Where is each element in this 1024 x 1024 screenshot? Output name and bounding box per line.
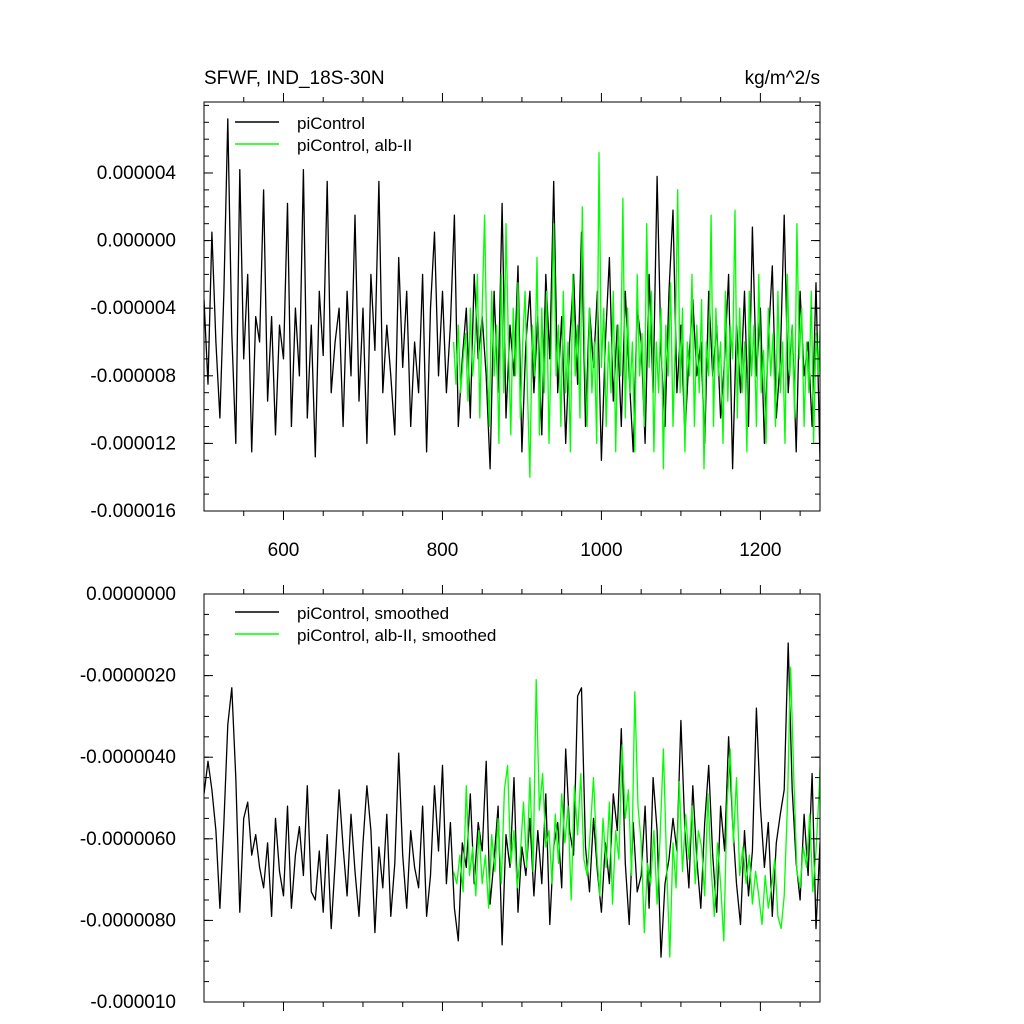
series-line-picontrol	[204, 118, 820, 470]
y-tick-label: -0.000016	[90, 501, 176, 522]
y-tick-label: -0.000004	[90, 298, 176, 319]
units-label: kg/m^2/s	[745, 68, 820, 89]
y-tick-label: -0.0000080	[80, 910, 176, 931]
chart-title: SFWF, IND_18S-30N	[204, 68, 385, 89]
legend-label-alb: piControl, alb-II	[297, 136, 412, 155]
y-tick-label: 0.000000	[97, 231, 176, 252]
x-tick-label: 1000	[580, 540, 622, 561]
top-series-group	[204, 118, 820, 478]
y-tick-label: -0.000010	[90, 992, 176, 1013]
top-axes: 0.000004 0.000000 -0.000004 -0.000008 -0.000…	[90, 93, 821, 561]
y-tick-label: -0.000008	[90, 366, 176, 387]
x-tick-label: 800	[427, 540, 459, 561]
legend-label-picontrol-smoothed: piControl, smoothed	[297, 604, 449, 623]
top-legend: piControl piControl, alb-II	[235, 114, 412, 155]
x-tick-label: 1200	[739, 540, 781, 561]
y-tick-label: -0.000012	[90, 433, 176, 454]
y-tick-label: -0.0000020	[80, 666, 176, 687]
bottom-series-group	[204, 642, 820, 958]
legend-label-alb-smoothed: piControl, alb-II, smoothed	[297, 626, 496, 645]
bottom-panel: 0.0000000 -0.0000020 -0.0000040 -0.0000060 -…	[80, 584, 821, 1013]
series-line-alb-ii-smoothed	[452, 666, 820, 958]
bottom-legend: piControl, smoothed piControl, alb-II, s…	[235, 604, 496, 645]
top-panel: SFWF, IND_18S-30N kg/m^2/s 0.0000040.000…	[90, 68, 821, 561]
series-line-picontrol-smoothed	[204, 642, 820, 958]
series-line-alb-ii	[452, 152, 820, 478]
y-tick-label: 0.0000000	[86, 584, 176, 605]
y-tick-label: -0.0000040	[80, 747, 176, 768]
y-tick-label: -0.0000060	[80, 829, 176, 850]
legend-label-picontrol: piControl	[297, 114, 365, 133]
plot-frame	[203, 101, 821, 512]
y-tick-label: 0.000004	[97, 163, 177, 184]
bottom-axes: 0.0000000 -0.0000020 -0.0000040 -0.0000060 -…	[80, 584, 821, 1013]
x-tick-label: 600	[268, 540, 300, 561]
